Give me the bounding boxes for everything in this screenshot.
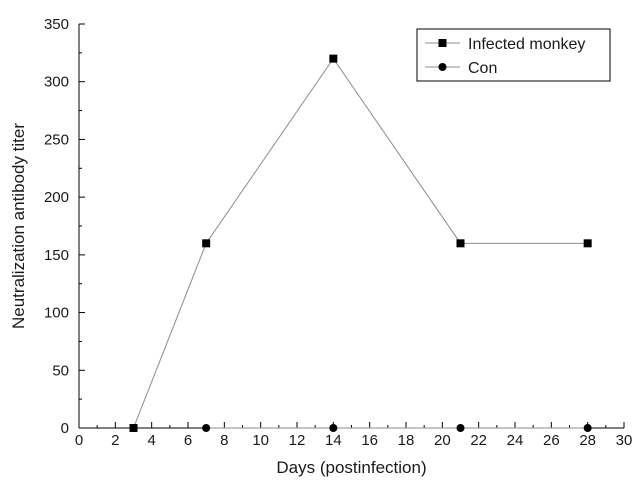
data-point-con [456,424,465,432]
data-point-infected-monkey [456,239,465,248]
data-point-con [583,424,592,432]
x-tick-label: 24 [507,432,524,449]
y-tick-label: 250 [44,131,69,148]
y-axis-title: Neutralization antibody titer [9,123,28,329]
x-tick-label: 16 [361,432,378,449]
data-point-con [329,424,338,432]
legend-marker-infected-monkey [438,39,447,47]
legend-label-infected-monkey: Infected monkey [468,36,585,53]
legend-marker-con [438,63,447,71]
data-point-con [202,424,211,432]
legend: Infected monkey Con [416,28,611,82]
x-tick-label: 8 [220,432,228,449]
x-tick-label: 26 [543,432,560,449]
x-ticks: 0 2 4 6 8 10 12 14 16 18 20 22 24 26 28 30 [75,422,633,449]
data-point-infected-monkey [583,239,592,248]
x-tick-label: 4 [147,432,155,449]
y-tick-label: 200 [44,189,69,206]
data-point-infected-monkey [129,424,138,432]
series-line-infected-monkey [133,57,588,429]
x-tick-label: 22 [470,432,487,449]
y-tick-label: 300 [44,74,69,91]
x-axis-title: Days (postinfection) [276,458,426,477]
x-tick-label: 12 [289,432,306,449]
x-tick-label: 0 [75,432,83,449]
data-point-infected-monkey [202,239,211,248]
legend-label-con: Con [468,60,497,77]
y-tick-label: 100 [44,305,69,322]
legend-items: Infected monkey Con [425,36,585,77]
series-layer [129,54,592,432]
x-tick-label: 30 [616,432,633,449]
legend-box [416,28,611,82]
y-tick-label: 350 [44,16,69,33]
x-tick-label: 10 [252,432,269,449]
plot-area: 0 2 4 6 8 10 12 14 16 18 20 22 24 26 28 30 050100150200… [44,16,632,449]
y-ticks: 0 50 100 150 200 250 300 350 [44,16,85,437]
data-point-infected-monkey [329,54,338,63]
y-tick-label: 150 [44,247,69,264]
x-tick-label: 6 [184,432,192,449]
x-tick-label: 28 [579,432,596,449]
x-tick-label: 20 [434,432,451,449]
x-tick-label: 14 [325,432,342,449]
y-tick-label: 0 [61,420,69,437]
x-tick-label: 2 [111,432,119,449]
y-tick-label: 50 [52,362,69,379]
x-tick-label: 18 [398,432,415,449]
